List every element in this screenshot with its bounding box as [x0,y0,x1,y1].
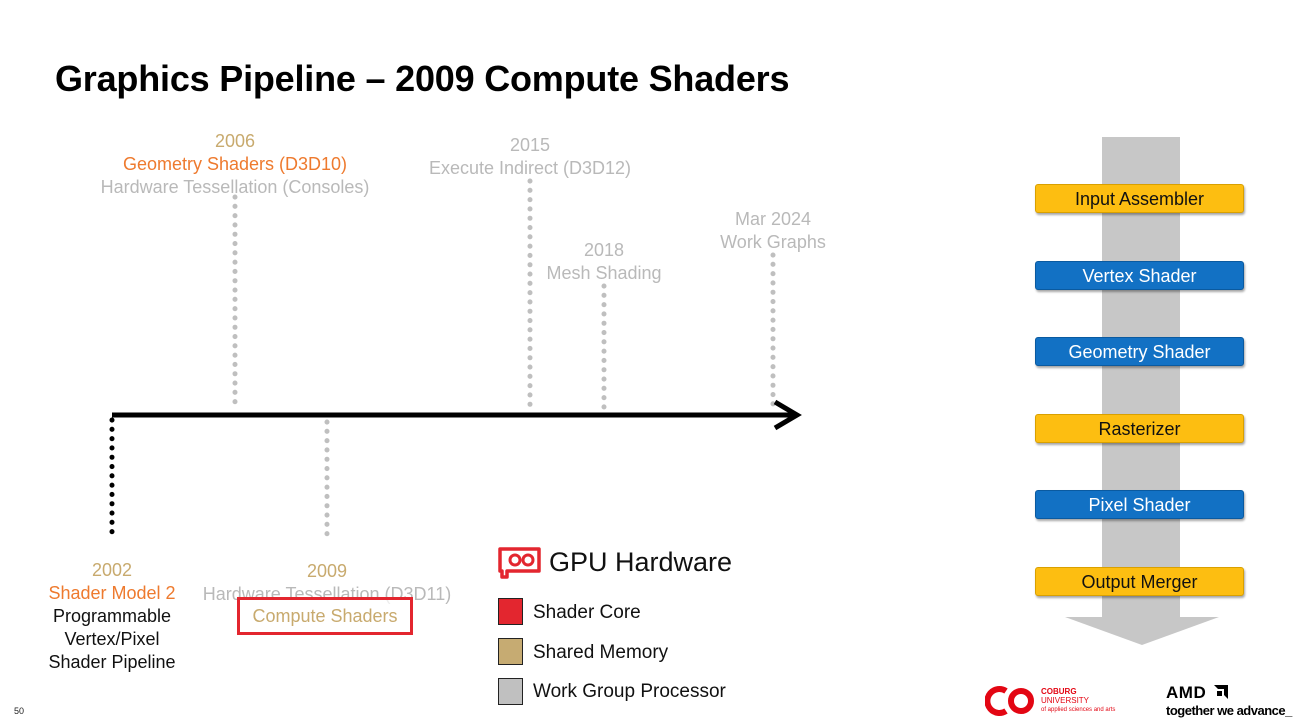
event-detail: Shader Pipeline [48,652,176,672]
event-title: Mesh Shading [546,263,662,283]
event-2006: 2006 Geometry Shaders (D3D10) Hardware T… [85,130,385,199]
event-title: Shader Model 2 [48,583,176,603]
compute-shaders-highlight: Compute Shaders [237,597,413,635]
pipeline-flow-arrow [1065,137,1219,645]
event-year: 2018 [583,240,625,260]
amd-tagline: together we advance_ [1166,703,1292,718]
coburg-logo: COBURG UNIVERSITY of applied sciences an… [985,684,1141,718]
event-title: Geometry Shaders (D3D10) [122,154,348,174]
event-year: 2002 [91,560,133,580]
stage-geometry-shader: Geometry Shader [1035,337,1244,366]
coburg-line2: UNIVERSITY [1041,696,1090,705]
legend-swatch-shader-core [498,598,523,625]
event-2015: 2015 Execute Indirect (D3D12) [400,134,660,180]
coburg-line3: of applied sciences and arts [1041,707,1116,713]
coburg-logo-mark [985,686,1034,716]
stage-output-merger: Output Merger [1035,567,1244,596]
event-subtitle: Hardware Tessellation (Consoles) [100,177,370,197]
event-year: Mar 2024 [734,209,812,229]
gpu-card-icon [498,547,541,579]
stage-input-assembler: Input Assembler [1035,184,1244,213]
event-year: 2006 [214,131,256,151]
event-detail: Programmable [52,606,172,626]
legend-label-work-group-processor: Work Group Processor [533,681,726,702]
event-title: Work Graphs [720,232,826,252]
event-title: Execute Indirect (D3D12) [428,158,632,178]
event-year: 2009 [306,561,348,581]
slide-title: Graphics Pipeline – 2009 Compute Shaders [55,58,790,99]
legend-label-shader-core: Shader Core [533,602,641,623]
event-2018: 2018 Mesh Shading [524,239,684,285]
legend-swatch-work-group-processor [498,678,523,705]
coburg-line1: COBURG [1041,687,1077,696]
event-2002: 2002 Shader Model 2 Programmable Vertex/… [22,559,202,674]
legend-swatch-shared-memory [498,638,523,665]
amd-wordmark: AMD [1166,683,1207,702]
amd-arrow-icon [1214,685,1228,699]
legend-label-shared-memory: Shared Memory [533,642,669,663]
event-detail: Vertex/Pixel [64,629,160,649]
stage-vertex-shader: Vertex Shader [1035,261,1244,290]
gpu-hardware-title: GPU Hardware [549,547,733,577]
stage-rasterizer: Rasterizer [1035,414,1244,443]
timeline-arrowhead [773,399,802,431]
event-year: 2015 [509,135,551,155]
page-number: 50 [14,706,25,716]
stage-pixel-shader: Pixel Shader [1035,490,1244,519]
event-2024: Mar 2024 Work Graphs [693,208,853,254]
amd-logo: AMD together we advance_ [1163,683,1293,719]
